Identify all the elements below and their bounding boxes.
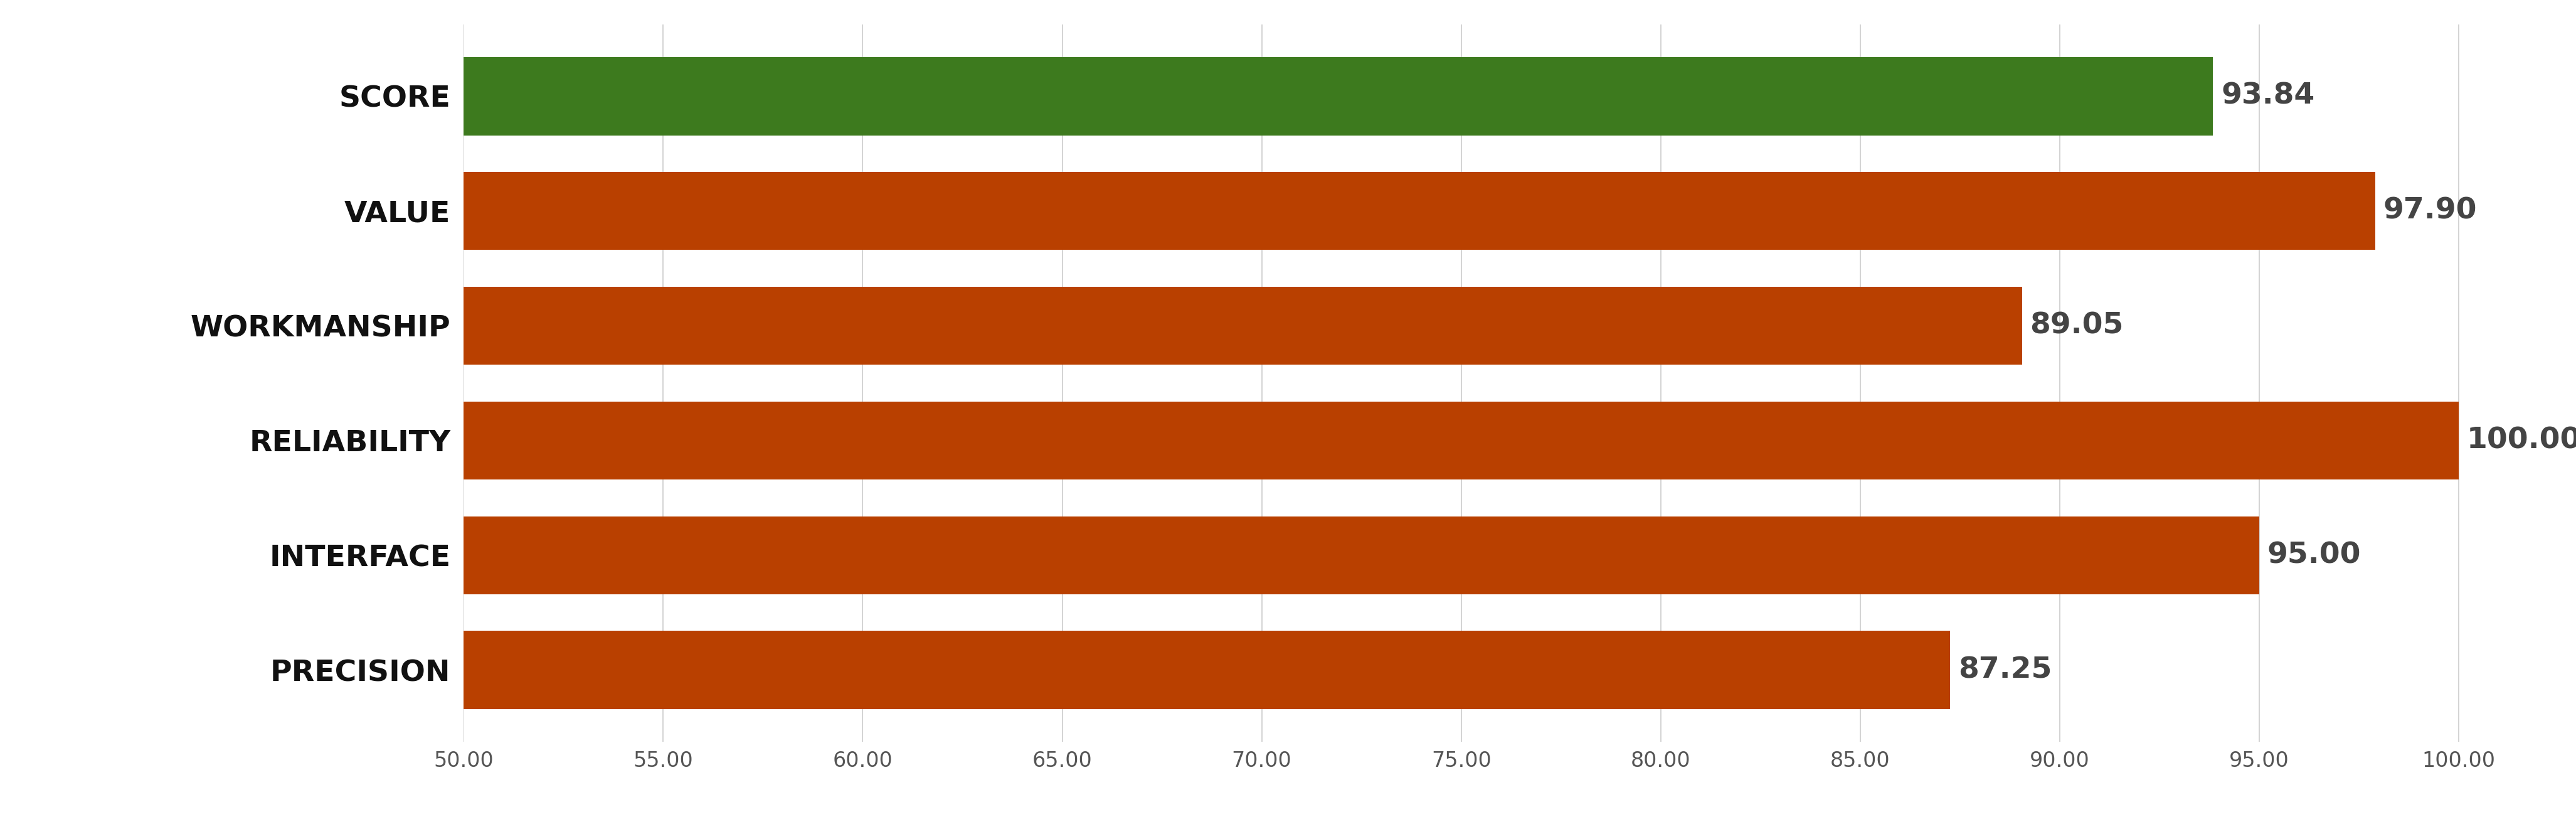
Text: 87.25: 87.25 xyxy=(1958,656,2050,684)
Text: 93.84: 93.84 xyxy=(2221,82,2316,110)
Text: 89.05: 89.05 xyxy=(2030,311,2123,340)
Bar xyxy=(464,287,2022,365)
Bar xyxy=(464,517,2259,594)
Text: 95.00: 95.00 xyxy=(2267,541,2362,569)
Bar xyxy=(464,58,2213,135)
Bar xyxy=(464,172,2375,250)
Bar xyxy=(464,631,1950,709)
Text: 97.90: 97.90 xyxy=(2383,197,2476,225)
Text: 100.00: 100.00 xyxy=(2468,426,2576,455)
Bar xyxy=(464,401,2460,480)
